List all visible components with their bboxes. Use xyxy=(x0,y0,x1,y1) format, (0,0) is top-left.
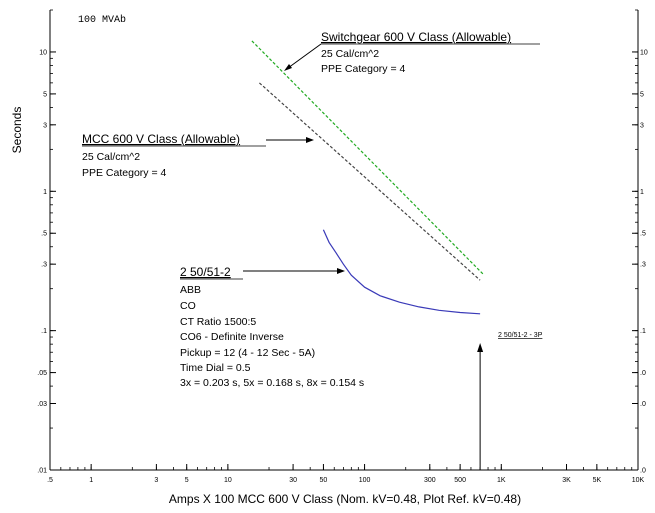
x-tick-label: 1 xyxy=(89,477,93,484)
annotation-switchgear-line-1: 25 Cal/cm^2 xyxy=(321,48,379,60)
marker-arrowhead xyxy=(477,343,484,352)
annotation-switchgear-arrowhead xyxy=(284,64,292,71)
x-tick-label: 3K xyxy=(562,477,571,484)
annotation-switchgear-title: Switchgear 600 V Class (Allowable) xyxy=(321,30,511,44)
y-tick-label-right: .0 xyxy=(640,370,646,377)
y-tick-label-left: 5 xyxy=(43,91,47,98)
marker-label: 2 50/51-2 - 3P xyxy=(498,332,543,339)
annotation-relay-line-2: CO xyxy=(180,300,196,312)
annotation-relay-line-3: CT Ratio 1500:5 xyxy=(180,316,256,328)
annotation-relay-line-4: CO6 - Definite Inverse xyxy=(180,331,284,343)
y-tick-label-right: .1 xyxy=(640,328,646,335)
annotation-relay-line-5: Pickup = 12 (4 - 12 Sec - 5A) xyxy=(180,347,315,359)
y-tick-label-left: .1 xyxy=(41,328,47,335)
annotation-mcc-title: MCC 600 V Class (Allowable) xyxy=(82,132,240,146)
y-axis-label: Seconds xyxy=(10,107,24,154)
y-tick-label-right: .5 xyxy=(640,231,646,238)
y-tick-label-left: .03 xyxy=(37,401,47,408)
x-tick-label: 50 xyxy=(320,477,328,484)
annotation-relay-arrowhead xyxy=(337,268,345,274)
y-tick-label-left: .05 xyxy=(37,370,47,377)
x-tick-label: .5 xyxy=(47,477,53,484)
series-group xyxy=(251,40,485,315)
x-axis-ticks: .5 1 3 5 10 30 50 100 300 500 1K 3K 5K 10K xyxy=(47,464,645,484)
annotation-mcc: MCC 600 V Class (Allowable) 25 Cal/cm^2 … xyxy=(82,132,314,179)
annotation-mcc-line-1: 25 Cal/cm^2 xyxy=(82,151,140,163)
y-tick-label-left: 10 xyxy=(39,49,47,56)
annotation-relay-title: 2 50/51-2 xyxy=(180,265,231,279)
y-tick-label-right: 3 xyxy=(640,122,644,129)
x-axis-label: Amps X 100 MCC 600 V Class (Nom. kV=0.48… xyxy=(169,492,521,506)
x-tick-label: 100 xyxy=(359,477,371,484)
annotation-switchgear-leader xyxy=(287,43,322,69)
y-tick-label-right: 5 xyxy=(640,91,644,98)
x-tick-label: 5K xyxy=(593,477,602,484)
axes xyxy=(49,10,639,471)
annotation-switchgear: Switchgear 600 V Class (Allowable) 25 Ca… xyxy=(284,30,540,75)
annotation-relay-line-7: 3x = 0.203 s, 5x = 0.168 s, 8x = 0.154 s xyxy=(180,377,364,389)
y-tick-label-right: 1 xyxy=(640,189,644,196)
annotation-relay-line-6: Time Dial = 0.5 xyxy=(180,362,251,374)
y-tick-label-left: 1 xyxy=(43,189,47,196)
x-tick-label: 3 xyxy=(154,477,158,484)
y-tick-label-right: .0 xyxy=(640,401,646,408)
x-tick-label: 1K xyxy=(497,477,506,484)
x-tick-label: 500 xyxy=(454,477,466,484)
series-mcc-limit xyxy=(259,82,481,281)
y-tick-label-left: .3 xyxy=(41,262,47,269)
header-label: 100 MVAb xyxy=(78,14,126,26)
y-tick-label-right: .3 xyxy=(640,262,646,269)
x-tick-label: 30 xyxy=(289,477,297,484)
annotation-switchgear-line-2: PPE Category = 4 xyxy=(321,63,405,75)
x-tick-label: 5 xyxy=(185,477,189,484)
y-tick-label-right: 10 xyxy=(640,49,648,56)
series-switchgear-limit xyxy=(251,40,485,276)
y-tick-label-right: .0 xyxy=(640,468,646,475)
series-relay-curve xyxy=(322,229,481,315)
y-axis-ticks: 10 5 3 1 .5 .3 .1 .05 .03 .01 10 5 3 1 .5 .3 .1 .0 .0 .0 xyxy=(37,9,648,475)
annotation-relay-line-1: ABB xyxy=(180,284,201,296)
x-tick-label: 10 xyxy=(224,477,232,484)
y-tick-label-left: .5 xyxy=(41,231,47,238)
x-tick-label: 10K xyxy=(632,477,645,484)
annotation-mcc-line-2: PPE Category = 4 xyxy=(82,167,166,179)
x-tick-label: 300 xyxy=(424,477,436,484)
y-tick-label-left: .01 xyxy=(37,468,47,475)
y-tick-label-left: 3 xyxy=(43,122,47,129)
annotation-mcc-arrowhead xyxy=(306,137,314,143)
marker-relay-3p: 2 50/51-2 - 3P xyxy=(477,332,543,470)
annotation-relay: 2 50/51-2 ABB CO CT Ratio 1500:5 CO6 - D… xyxy=(180,265,364,389)
